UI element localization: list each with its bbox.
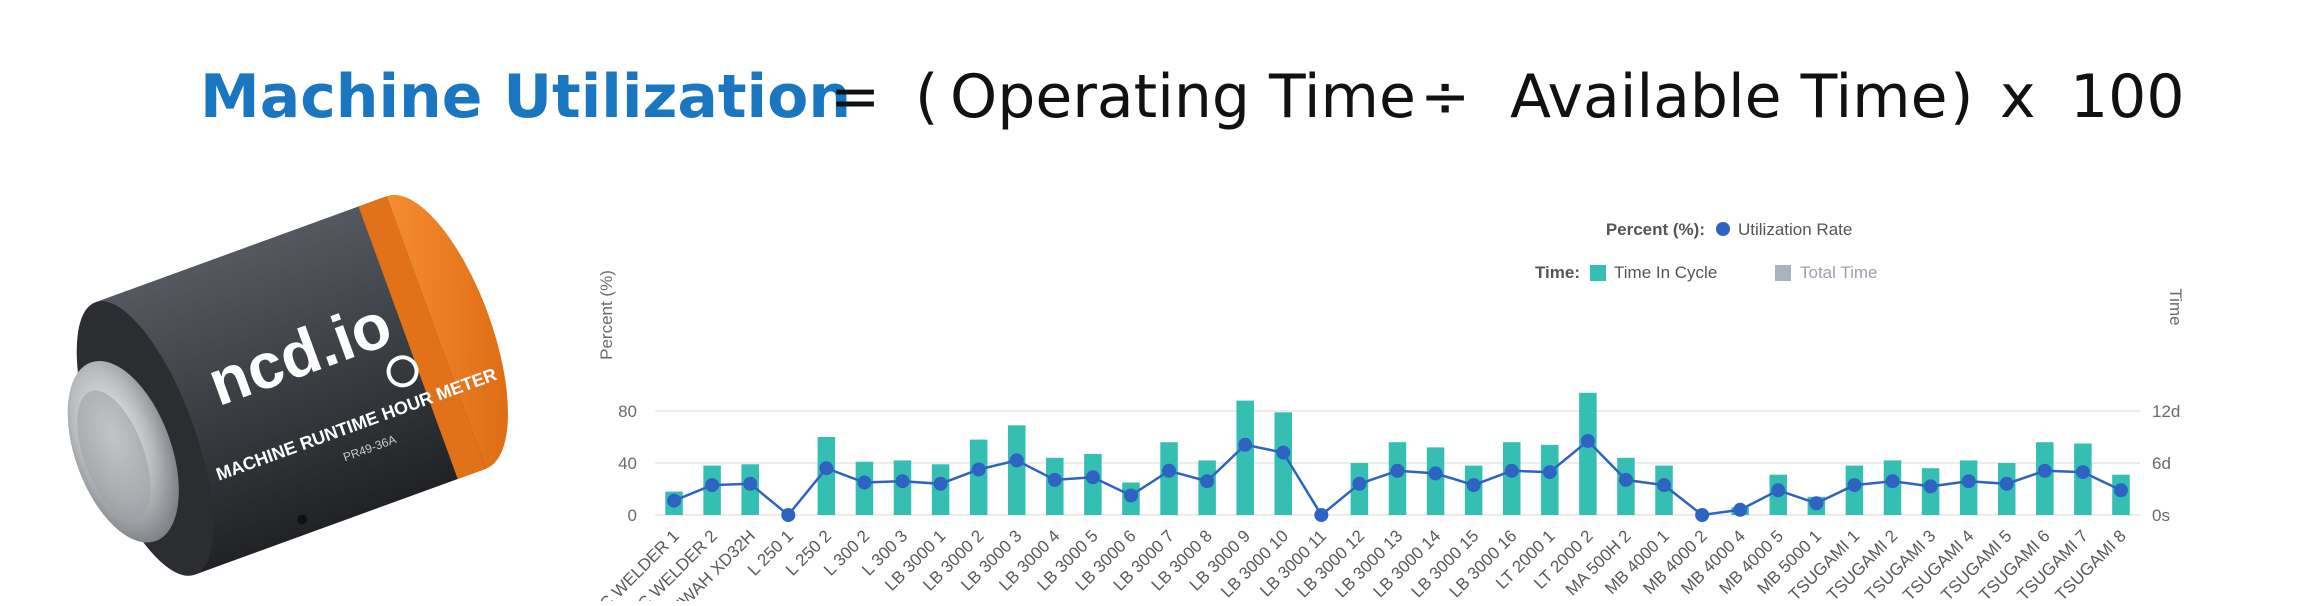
formula-lhs: Machine Utilization: [200, 62, 852, 132]
legend-utilization-label: Utilization Rate: [1738, 220, 1852, 239]
utilization-rate-point[interactable]: [1390, 463, 1405, 478]
utilization-rate-point[interactable]: [1580, 433, 1595, 448]
bar-time-in-cycle[interactable]: [2074, 443, 2092, 516]
legend-total-time-label[interactable]: Total Time: [1800, 263, 1877, 282]
utilization-rate-point[interactable]: [1466, 478, 1481, 493]
bar-time-in-cycle[interactable]: [1426, 447, 1445, 515]
utilization-rate-point[interactable]: [1733, 502, 1748, 517]
y-tick-label: 80: [618, 402, 637, 421]
bar-time-in-cycle[interactable]: [1160, 442, 1178, 515]
formula-factor: 100: [2070, 62, 2185, 132]
utilization-rate-point[interactable]: [1085, 470, 1100, 485]
bar-time-in-cycle[interactable]: [1274, 412, 1293, 515]
y2-tick-label: 12d: [2152, 402, 2180, 421]
gear-icon: [386, 355, 419, 388]
bar-time-in-cycle[interactable]: [1007, 425, 1026, 515]
utilization-rate-point[interactable]: [781, 508, 796, 522]
y-axis-label: Percent (%): [597, 270, 616, 360]
device-body-group: ncd.io MACHINE RUNTIME HOUR METER PR49-3…: [67, 194, 508, 576]
utilization-rate-point[interactable]: [2037, 463, 2052, 478]
y2-tick-label: 0s: [2152, 506, 2170, 525]
utilization-rate-point[interactable]: [1923, 479, 1938, 494]
utilization-rate-point[interactable]: [819, 461, 834, 476]
cap-band: [358, 196, 486, 479]
formula-term-operating-time: Operating Time: [950, 62, 1416, 132]
utilization-rate-point[interactable]: [1352, 476, 1367, 491]
formula-times: x: [2000, 62, 2036, 132]
y2-axis-label: Time: [2166, 288, 2185, 325]
hour-meter-device-image: ncd.io MACHINE RUNTIME HOUR METER PR49-3…: [20, 180, 540, 600]
utilization-rate-point[interactable]: [1695, 508, 1710, 522]
formula-open-paren: (: [915, 62, 939, 132]
utilization-rate-point[interactable]: [857, 475, 872, 490]
formula-equals: =: [830, 62, 881, 132]
utilization-rate-point[interactable]: [933, 476, 948, 491]
bar-time-in-cycle[interactable]: [969, 439, 988, 515]
utilization-rate-point[interactable]: [1276, 445, 1291, 460]
axes-layer: Percent (%) Time 0 0s 40 6d 80 12d: [597, 270, 2185, 525]
utilization-rate-point[interactable]: [1542, 465, 1557, 480]
utilization-rate-point[interactable]: [1618, 472, 1633, 487]
utilization-rate-point[interactable]: [1047, 472, 1062, 487]
formula-term-available-time: Available Time: [1510, 62, 1948, 132]
utilization-rate-point[interactable]: [1123, 488, 1138, 503]
screw-hole-icon: [297, 514, 308, 525]
utilization-rate-point[interactable]: [1885, 474, 1900, 489]
utilization-rate-point[interactable]: [1657, 478, 1672, 493]
utilization-rate-point[interactable]: [1238, 437, 1253, 452]
utilization-rate-point[interactable]: [1771, 483, 1786, 498]
utilization-rate-point[interactable]: [705, 478, 720, 493]
utilization-rate-point[interactable]: [1009, 453, 1024, 468]
legend: Percent (%): Utilization Rate Time: Time…: [1535, 220, 1878, 282]
utilization-rate-point[interactable]: [1809, 496, 1824, 511]
line-layer: [667, 433, 2128, 522]
utilization-rate-point[interactable]: [1162, 463, 1177, 478]
bar-time-in-cycle[interactable]: [1236, 400, 1254, 515]
utilization-rate-point[interactable]: [743, 476, 758, 491]
utilization-rate-point[interactable]: [895, 474, 910, 489]
legend-percent-title: Percent (%):: [1606, 220, 1705, 239]
formula-close-paren: ): [1950, 62, 1974, 132]
bar-time-in-cycle[interactable]: [1502, 442, 1521, 515]
utilization-rate-point[interactable]: [1999, 476, 2014, 491]
formula: Machine Utilization = ( Operating Time ÷…: [0, 52, 2300, 162]
utilization-rate-point[interactable]: [667, 493, 682, 508]
bar-time-in-cycle[interactable]: [817, 437, 836, 515]
utilization-rate-point[interactable]: [1428, 466, 1443, 481]
legend-total-time-marker[interactable]: [1775, 265, 1791, 281]
lens-inner: [77, 390, 151, 520]
legend-utilization-marker: [1716, 222, 1730, 236]
bar-time-in-cycle[interactable]: [1541, 444, 1559, 515]
utilization-rate-point[interactable]: [2075, 465, 2090, 480]
bar-time-in-cycle[interactable]: [1084, 453, 1102, 515]
y-tick-label: 0: [628, 506, 637, 525]
utilization-rate-point[interactable]: [1314, 508, 1329, 522]
utilization-rate-point[interactable]: [1961, 474, 1976, 489]
utilization-rate-point[interactable]: [2113, 483, 2128, 498]
utilization-rate-point[interactable]: [971, 462, 986, 477]
bar-time-in-cycle[interactable]: [2036, 442, 2054, 515]
y2-tick-label: 6d: [2152, 454, 2171, 473]
bar-time-in-cycle[interactable]: [1579, 392, 1597, 515]
utilization-chart-svg: Percent (%) Time 0 0s 40 6d 80 12d CNC WELDER…: [579, 220, 2185, 606]
hour-meter-illustration: ncd.io MACHINE RUNTIME HOUR METER PR49-3…: [67, 194, 508, 576]
y-tick-label: 40: [618, 454, 637, 473]
bar-time-in-cycle[interactable]: [1388, 442, 1407, 515]
utilization-rate-point[interactable]: [1200, 474, 1215, 489]
utilization-rate-point[interactable]: [1847, 478, 1862, 493]
formula-divide: ÷: [1420, 62, 1471, 132]
legend-time-title: Time:: [1535, 263, 1580, 282]
legend-time-in-cycle-marker[interactable]: [1590, 265, 1606, 281]
utilization-rate-point[interactable]: [1504, 463, 1519, 478]
legend-time-in-cycle-label[interactable]: Time In Cycle: [1614, 263, 1717, 282]
utilization-chart: Percent (%) Time 0 0s 40 6d 80 12d CNC WELDER…: [579, 215, 2200, 606]
